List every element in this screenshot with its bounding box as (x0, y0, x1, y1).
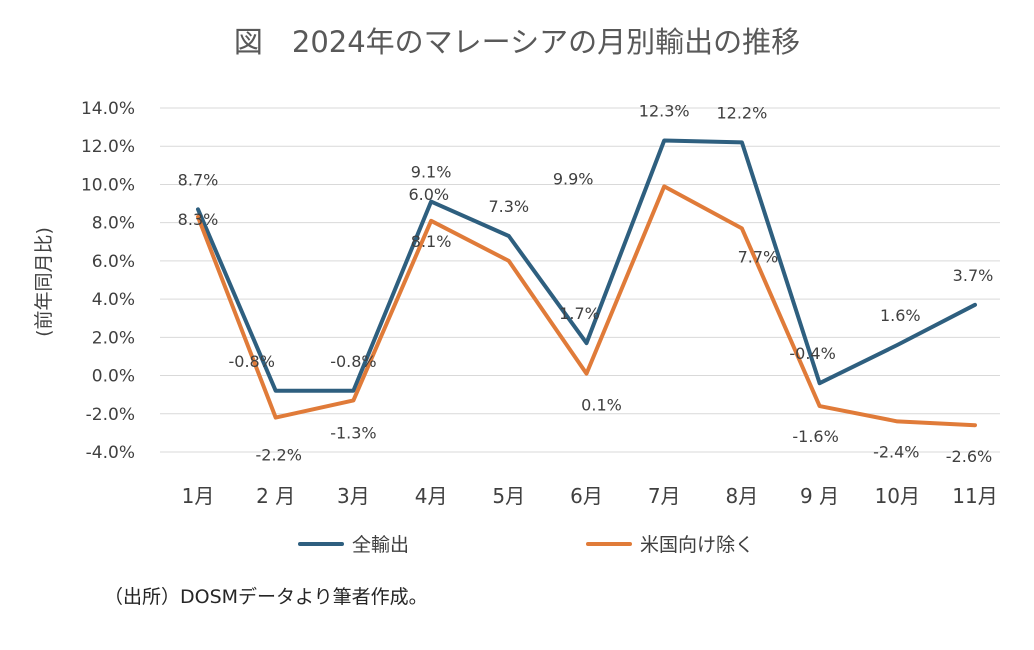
data-label: 8.7% (178, 170, 219, 189)
y-tick-label: 8.0% (92, 214, 135, 234)
y-tick-label: -4.0% (86, 443, 135, 463)
data-label: -2.6% (946, 447, 992, 466)
x-tick-label: 6月 (570, 484, 603, 508)
y-tick-label: 6.0% (92, 252, 135, 272)
data-label: -2.2% (255, 446, 301, 465)
chart-title: 図 2024年のマレーシアの月別輸出の推移 (234, 25, 800, 59)
y-axis-ticks: 14.0% 12.0% 10.0% 8.0% 6.0% 4.0% 2.0% 0.0% -2.0%… (81, 99, 135, 463)
y-tick-label: 14.0% (81, 99, 135, 119)
data-labels: 8.7% -0.8% -0.8% 9.1% 7.3% 1.7% 12.3% 12.2% -0.4… (178, 101, 994, 466)
data-label: 12.3% (639, 101, 690, 120)
y-tick-label: -2.0% (86, 405, 135, 425)
legend-label: 米国向け除く (640, 534, 754, 556)
data-label: 9.1% (411, 163, 452, 182)
y-tick-label: 0.0% (92, 367, 135, 387)
data-label: -2.4% (873, 442, 919, 461)
data-label: 1.7% (559, 304, 600, 323)
legend-label: 全輸出 (352, 534, 409, 556)
data-label: -1.6% (792, 427, 838, 446)
y-tick-label: 12.0% (81, 137, 135, 157)
data-label: -1.3% (330, 423, 376, 442)
x-tick-label: 10月 (875, 484, 920, 508)
data-label: 6.0% (408, 185, 449, 204)
x-tick-label: 7月 (648, 484, 681, 508)
x-tick-label: 2 月 (256, 484, 295, 508)
series-line-1 (196, 138, 977, 393)
series-line-2 (196, 184, 977, 428)
series-lines (196, 138, 977, 428)
x-tick-label: 1月 (182, 484, 215, 508)
y-tick-label: 2.0% (92, 328, 135, 348)
source-note: （出所）DOSMデータより筆者作成。 (104, 586, 428, 608)
gridlines (160, 107, 1000, 453)
x-tick-label: 9 月 (800, 484, 839, 508)
data-label: -0.8% (330, 352, 376, 371)
y-axis-label: (前年同月比) (33, 227, 55, 337)
data-label: 12.2% (716, 103, 767, 122)
x-tick-label: 5月 (492, 484, 525, 508)
data-label: 8.1% (411, 232, 452, 251)
x-tick-label: 4月 (415, 484, 448, 508)
data-label: 7.3% (488, 197, 529, 216)
data-label: 7.7% (738, 247, 779, 266)
data-label: 3.7% (953, 266, 994, 285)
y-tick-label: 4.0% (92, 290, 135, 310)
data-label: -0.4% (789, 344, 835, 363)
data-label: 9.9% (553, 169, 594, 188)
x-tick-label: 3月 (337, 484, 370, 508)
data-label: 0.1% (581, 396, 622, 415)
y-tick-label: 10.0% (81, 175, 135, 195)
data-label: 1.6% (880, 306, 921, 325)
legend: 全輸出 米国向け除く (298, 534, 754, 556)
x-tick-label: 11月 (952, 484, 997, 508)
data-label: -0.8% (228, 352, 274, 371)
x-tick-label: 8月 (726, 484, 759, 508)
x-axis-ticks: 1月 2 月 3月 4月 5月 6月 7月 8月 9 月 10月 11月 (182, 484, 998, 508)
data-label: 8.3% (178, 210, 219, 229)
